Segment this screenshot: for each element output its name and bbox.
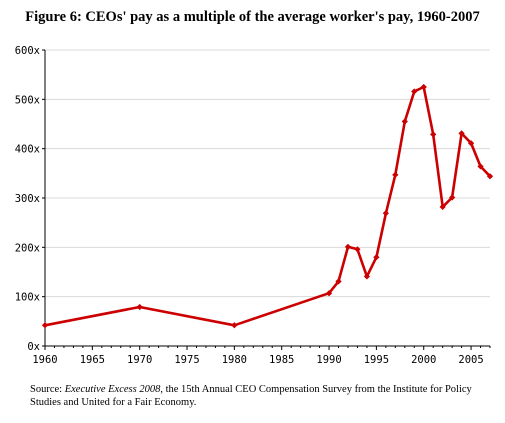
y-tick-label: 400x [15, 144, 40, 156]
y-tick-label: 300x [15, 193, 40, 205]
data-point [439, 203, 446, 210]
data-point [392, 171, 399, 178]
source-note: Source: Executive Excess 2008, the 15th … [30, 383, 495, 409]
y-tick-label: 100x [15, 292, 40, 304]
x-tick-label: 1960 [32, 354, 57, 366]
x-tick-label: 2000 [411, 354, 436, 366]
y-tick-label: 500x [15, 94, 40, 106]
y-tick-labels: 0x 100x 200x 300x 400x 500x 600x [15, 45, 40, 353]
data-point [231, 322, 238, 329]
data-point [136, 303, 143, 311]
data-point [325, 290, 333, 297]
x-tick-label: 2005 [458, 354, 483, 366]
x-tick-label: 1995 [364, 354, 389, 366]
series-line [44, 85, 491, 327]
source-report-title: Executive Excess 2008 [64, 384, 161, 395]
data-point [41, 322, 49, 329]
y-tick-label: 200x [15, 242, 40, 254]
x-tick-label: 1985 [269, 354, 294, 366]
data-point [401, 118, 408, 125]
x-tick-label: 1980 [222, 354, 247, 366]
y-tick-label: 0x [27, 341, 40, 353]
x-tick-labels: 1960 1965 1970 1975 1980 1985 1990 1995 2000 2005 [32, 354, 483, 366]
grid-lines [45, 49, 490, 298]
x-tick-label: 1990 [316, 354, 341, 366]
series-layer [41, 83, 494, 329]
x-tick-label: 1965 [80, 354, 105, 366]
x-tick-label: 1975 [174, 354, 199, 366]
data-point [344, 243, 352, 250]
source-prefix: Source: [30, 384, 65, 395]
y-tick-label: 600x [15, 45, 40, 57]
data-point [430, 131, 437, 138]
axes [42, 49, 491, 350]
x-tick-label: 1970 [127, 354, 152, 366]
data-point [382, 210, 389, 217]
source-description: , the 15th Annual CEO Compensation Surve… [30, 384, 472, 408]
chart-title: Figure 6: CEOs' pay as a multiple of the… [25, 9, 480, 25]
